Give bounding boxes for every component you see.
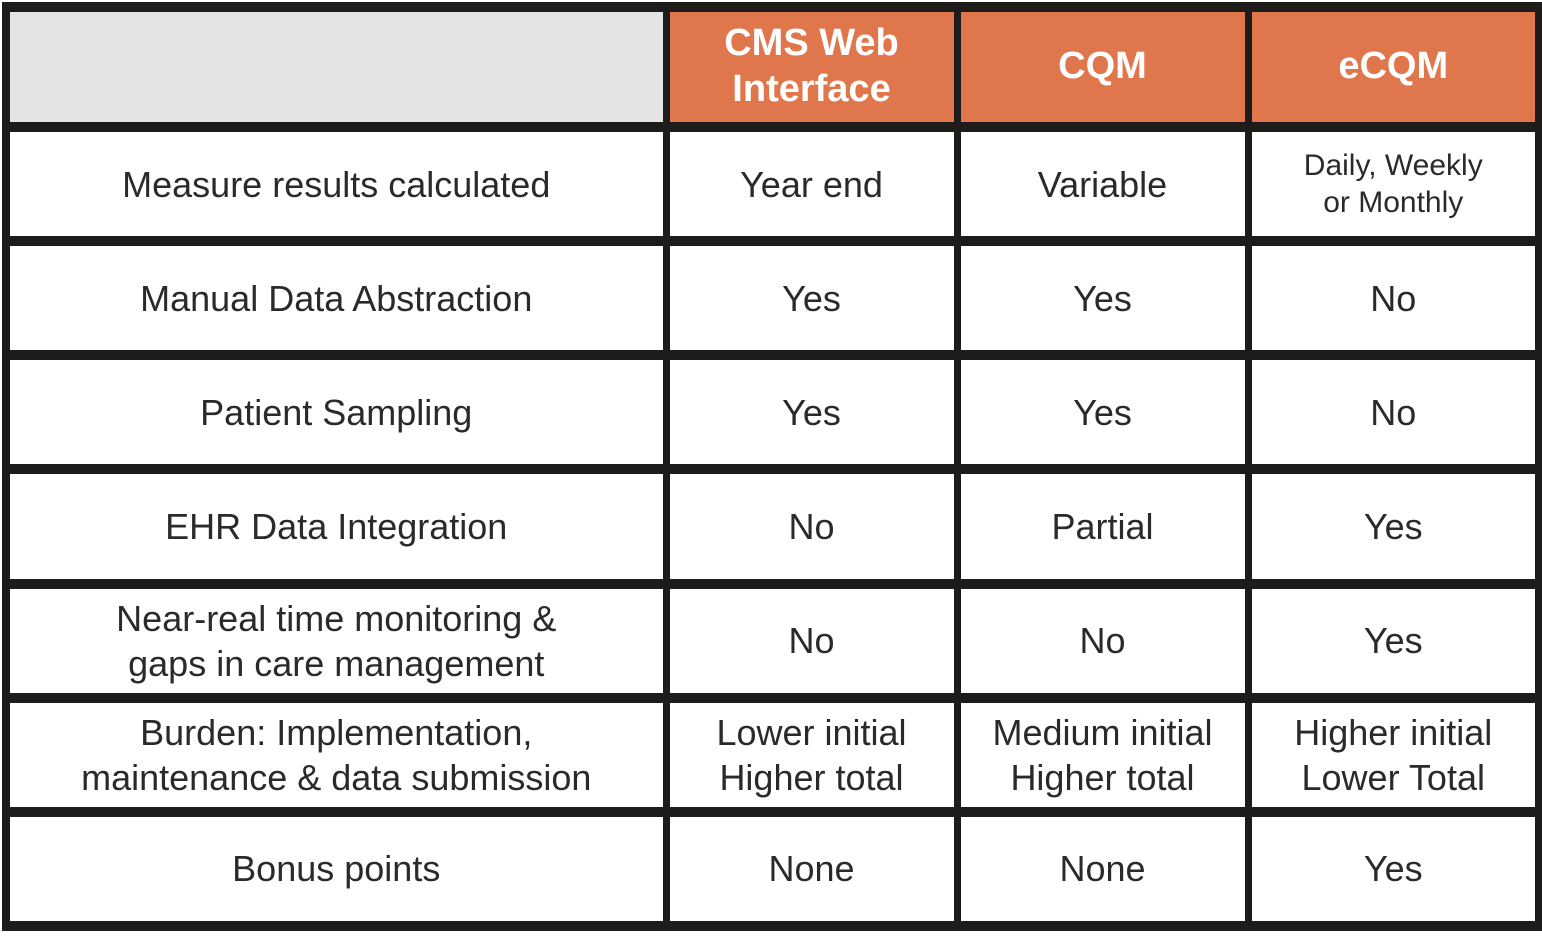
header-row: CMS Web Interface CQM eCQM: [2, 2, 1542, 132]
cell-value: Partial: [953, 464, 1252, 589]
cell-value: Lower initial Higher total: [662, 692, 961, 817]
row-label-near-real-time-monitoring: Near-real time monitoring & gaps in care…: [2, 578, 670, 703]
table-row: Manual Data Abstraction Yes Yes No: [2, 236, 1542, 361]
column-header-ecqm: eCQM: [1244, 2, 1542, 132]
cell-value: No: [1244, 350, 1542, 475]
cell-value: Medium initial Higher total: [953, 692, 1252, 817]
row-label-measure-results: Measure results calculated: [2, 121, 670, 247]
row-label-burden: Burden: Implementation, maintenance & da…: [2, 692, 670, 817]
cell-value: Higher initial Lower Total: [1244, 692, 1542, 817]
cell-value: Yes: [1244, 578, 1542, 703]
table-row: EHR Data Integration No Partial Yes: [2, 464, 1542, 589]
cell-value: Yes: [662, 350, 961, 475]
cell-value: Year end: [662, 121, 961, 247]
cell-value: Yes: [662, 236, 961, 361]
table-row: Measure results calculated Year end Vari…: [2, 121, 1542, 247]
table-row: Patient Sampling Yes Yes No: [2, 350, 1542, 475]
column-header-cms-web-interface: CMS Web Interface: [662, 2, 961, 132]
cell-value: Yes: [1244, 806, 1542, 932]
cell-value: No: [1244, 236, 1542, 361]
row-label-ehr-data-integration: EHR Data Integration: [2, 464, 670, 589]
table-row: Burden: Implementation, maintenance & da…: [2, 692, 1542, 817]
cell-value: Daily, Weekly or Monthly: [1244, 121, 1542, 247]
cell-value: Yes: [953, 236, 1252, 361]
row-label-patient-sampling: Patient Sampling: [2, 350, 670, 475]
row-label-bonus-points: Bonus points: [2, 806, 670, 932]
cell-value: No: [953, 578, 1252, 703]
corner-cell: [2, 2, 670, 132]
column-header-cqm: CQM: [953, 2, 1252, 132]
cell-value: None: [953, 806, 1252, 932]
table-row: Bonus points None None Yes: [2, 806, 1542, 932]
cell-value: Yes: [1244, 464, 1542, 589]
row-label-manual-data-abstraction: Manual Data Abstraction: [2, 236, 670, 361]
cell-value: No: [662, 464, 961, 589]
cell-value: Variable: [953, 121, 1252, 247]
cell-value: Yes: [953, 350, 1252, 475]
cell-value: No: [662, 578, 961, 703]
table-row: Near-real time monitoring & gaps in care…: [2, 578, 1542, 703]
cell-value: None: [662, 806, 961, 932]
